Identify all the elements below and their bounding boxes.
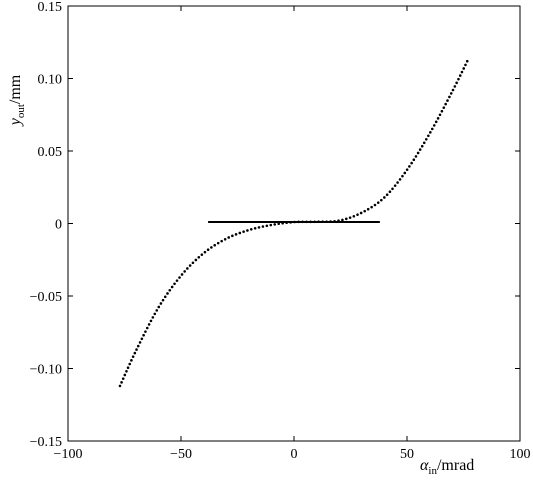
y-axis-symbol: y bbox=[7, 117, 24, 127]
plot-frame bbox=[67, 5, 521, 442]
x-tick-label: 0 bbox=[291, 447, 298, 462]
y-tick-label: −0.15 bbox=[30, 435, 62, 450]
y-tick-label: −0.10 bbox=[30, 363, 62, 378]
y-axis-label: yout/mm bbox=[7, 74, 27, 127]
x-tick-label: 50 bbox=[400, 447, 414, 462]
y-tick-label: 0.05 bbox=[38, 145, 63, 160]
y-axis-unit: /mm bbox=[7, 74, 24, 104]
x-axis-label: αin/mrad bbox=[420, 457, 474, 477]
x-axis-symbol: α bbox=[420, 457, 429, 474]
axis-tick-labels: −100 −50 0 50 100 −0.15 −0.10 −0.05 0 0.05 0.10 0.1… bbox=[30, 0, 531, 462]
series-layer bbox=[118, 58, 470, 388]
y-tick-label: 0.15 bbox=[38, 0, 63, 15]
x-tick-label: −100 bbox=[54, 447, 83, 462]
x-tick-label: −50 bbox=[170, 447, 192, 462]
x-axis-subscript: in bbox=[428, 465, 437, 477]
x-tick-label: 100 bbox=[510, 447, 531, 462]
y-tick-label: 0.10 bbox=[38, 73, 63, 88]
x-axis-unit: /mrad bbox=[437, 457, 474, 474]
y-axis-subscript: out bbox=[15, 104, 27, 118]
y-tick-label: 0 bbox=[55, 218, 62, 233]
y-tick-label: −0.05 bbox=[30, 290, 62, 305]
axis-ticks bbox=[67, 5, 521, 442]
